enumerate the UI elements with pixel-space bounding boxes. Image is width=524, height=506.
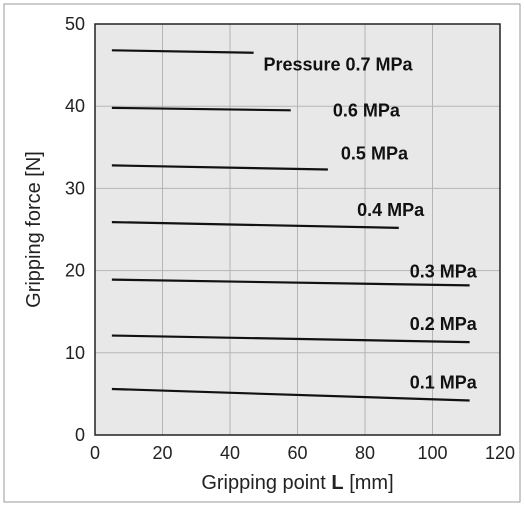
series-labels: Pressure 0.7 MPa 0.6 MPa 0.5 MPa 0.4 MPa 0.3… bbox=[263, 55, 477, 393]
x-axis-label-symbol: L bbox=[331, 472, 343, 494]
x-tick-label: 60 bbox=[287, 443, 307, 463]
series-label: 0.4 MPa bbox=[357, 200, 425, 220]
series-line bbox=[111, 334, 470, 344]
series-label: 0.3 MPa bbox=[410, 261, 478, 281]
series-label: 0.1 MPa bbox=[410, 372, 478, 392]
y-tick-label: 20 bbox=[65, 261, 85, 281]
series-label: 0.6 MPa bbox=[333, 100, 401, 120]
x-tick-label: 0 bbox=[90, 443, 100, 463]
series-lines bbox=[111, 49, 470, 402]
x-tick-label: 100 bbox=[417, 443, 447, 463]
grid-lines bbox=[95, 24, 500, 435]
series-line bbox=[111, 221, 399, 229]
x-tick-label: 80 bbox=[355, 443, 375, 463]
series-line bbox=[111, 387, 470, 402]
series-label: 0.5 MPa bbox=[341, 143, 409, 163]
series-line bbox=[111, 278, 470, 287]
x-tick-label: 120 bbox=[485, 443, 515, 463]
series-line bbox=[111, 49, 254, 54]
x-axis-label-unit: [mm] bbox=[344, 472, 394, 494]
x-axis-label-prefix: Gripping point bbox=[201, 472, 331, 494]
series-line bbox=[111, 164, 328, 171]
series-line bbox=[111, 106, 291, 112]
y-tick-label: 30 bbox=[65, 178, 85, 198]
series-label: 0.2 MPa bbox=[410, 314, 478, 334]
plot-frame bbox=[94, 23, 501, 436]
y-tick-label: 50 bbox=[65, 14, 85, 34]
y-tick-label: 10 bbox=[65, 343, 85, 363]
y-axis-label: Gripping force [N] bbox=[23, 151, 45, 308]
y-tick-label: 40 bbox=[65, 96, 85, 116]
y-tick-label: 0 bbox=[75, 425, 85, 445]
x-tick-label: 20 bbox=[152, 443, 172, 463]
series-label: Pressure 0.7 MPa bbox=[263, 55, 413, 75]
x-tick-label: 40 bbox=[220, 443, 240, 463]
tick-labels: 0 20 40 60 80 100 120 0 10 20 30 40 50 bbox=[65, 14, 515, 463]
x-axis-label: Gripping point L [mm] bbox=[201, 472, 393, 494]
